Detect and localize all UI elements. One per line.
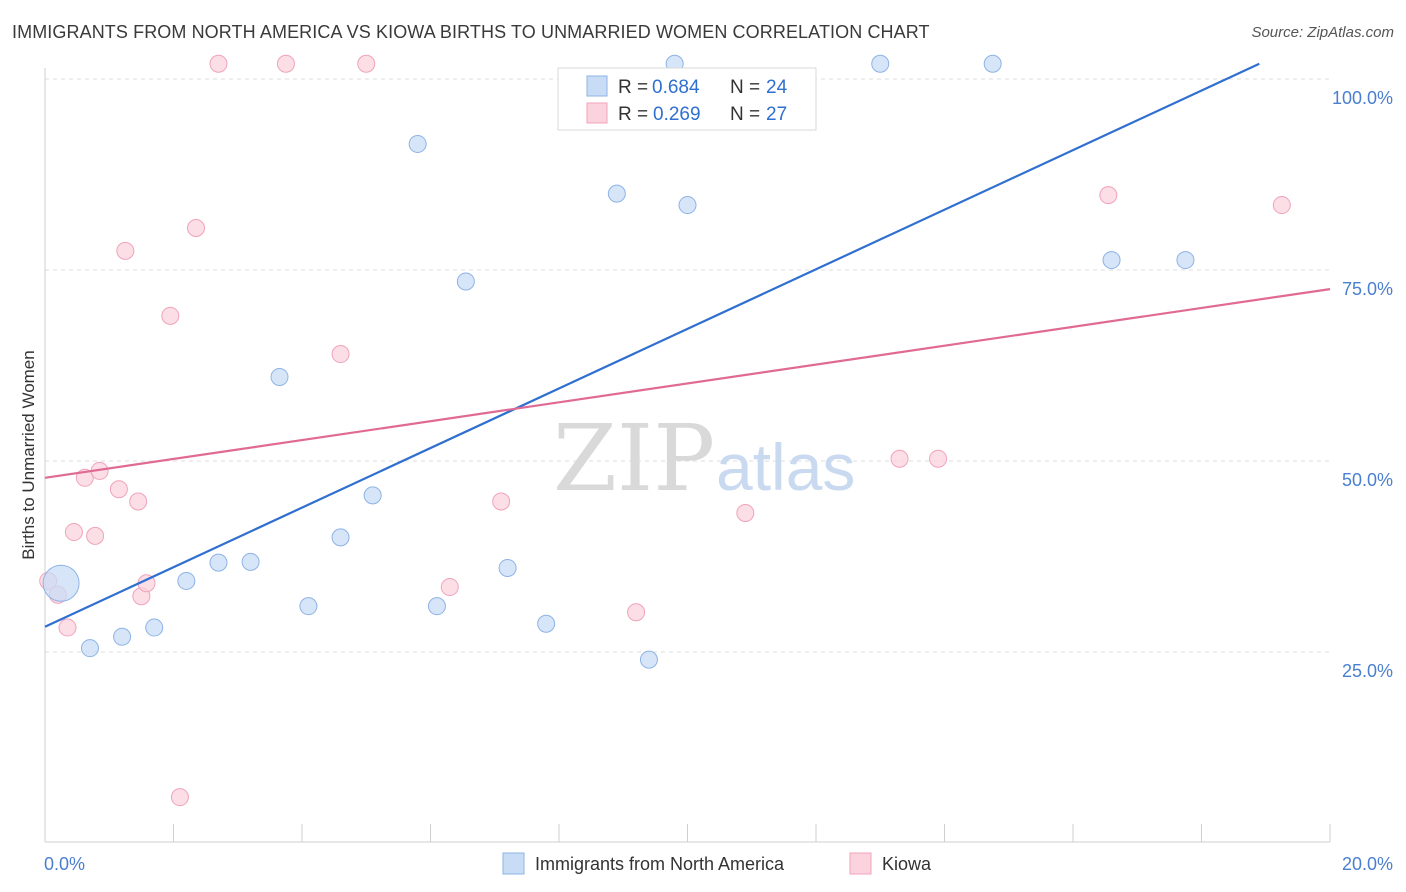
grid: [45, 78, 1330, 653]
y-tick-labels: 25.0% 50.0% 75.0% 100.0%: [1332, 88, 1393, 681]
data-point-immigrants: [80, 639, 99, 658]
data-point-kiowa: [186, 218, 205, 237]
data-point-kiowa: [890, 449, 909, 468]
x-tick-label: 20.0%: [1342, 854, 1393, 874]
chart-title: IMMIGRANTS FROM NORTH AMERICA VS KIOWA B…: [12, 22, 930, 42]
data-point-kiowa: [209, 54, 228, 73]
data-point-immigrants: [177, 571, 196, 590]
legend-r-value: 0.684: [652, 77, 700, 98]
y-tick-label: 25.0%: [1342, 661, 1393, 681]
trend-lines: [44, 62, 1331, 628]
data-point-immigrants: [871, 54, 890, 73]
data-point-kiowa: [1272, 196, 1291, 215]
data-point-kiowa: [331, 345, 350, 364]
series-immigrants-points: [42, 54, 1195, 669]
data-point-immigrants: [607, 184, 626, 203]
legend-box: R = 0.684 N = 24 R = 0.269 N = 27: [557, 67, 817, 131]
data-point-kiowa: [109, 480, 128, 499]
data-point-immigrants: [209, 553, 228, 572]
data-point-kiowa: [736, 503, 755, 522]
data-point-kiowa: [58, 618, 77, 637]
y-tick-label: 75.0%: [1342, 279, 1393, 299]
data-point-kiowa: [129, 492, 148, 511]
data-point-immigrants: [363, 486, 382, 505]
y-tick-label: 100.0%: [1332, 88, 1393, 108]
data-point-immigrants: [270, 367, 289, 386]
x-tick-labels: 0.0% 20.0%: [44, 854, 1393, 874]
data-point-immigrants: [241, 552, 260, 571]
data-point-immigrants: [42, 564, 80, 602]
data-point-kiowa: [492, 492, 511, 511]
data-point-immigrants: [678, 196, 697, 215]
data-point-immigrants: [427, 597, 446, 616]
bottom-legend: Immigrants from North America Kiowa: [502, 852, 932, 875]
legend-n-value: 24: [766, 77, 788, 98]
data-point-kiowa: [161, 306, 180, 325]
bottom-legend-swatch-kiowa: [849, 852, 872, 875]
trend-line-immigrants: [44, 62, 1260, 628]
data-point-kiowa: [170, 788, 189, 807]
data-point-kiowa: [276, 54, 295, 73]
data-point-immigrants: [145, 618, 164, 637]
legend-r-label: R =: [618, 77, 648, 98]
data-point-immigrants: [408, 134, 427, 153]
data-point-immigrants: [537, 614, 556, 633]
bottom-legend-label-immigrants: Immigrants from North America: [535, 854, 785, 874]
bottom-legend-swatch-immigrants: [502, 852, 525, 875]
data-point-immigrants: [113, 627, 132, 646]
legend-swatch-immigrants: [586, 75, 608, 97]
y-axis-title: Births to Unmarried Women: [19, 350, 38, 559]
legend-r-label: R =: [618, 104, 648, 125]
legend-n-label: N =: [730, 77, 760, 98]
chart-source: Source: ZipAtlas.com: [1251, 24, 1394, 41]
legend-n-value: 27: [766, 104, 787, 125]
axes: [44, 68, 1331, 843]
trend-line-kiowa: [44, 288, 1331, 479]
x-axis-ticks: [44, 824, 1331, 842]
bottom-legend-label-kiowa: Kiowa: [882, 854, 932, 874]
data-point-immigrants: [456, 272, 475, 291]
data-point-immigrants: [299, 597, 318, 616]
data-point-immigrants: [498, 558, 517, 577]
data-point-kiowa: [357, 54, 376, 73]
data-point-kiowa: [64, 523, 83, 542]
legend-swatch-kiowa: [586, 102, 608, 124]
data-point-immigrants: [1102, 251, 1121, 270]
data-point-kiowa: [929, 449, 948, 468]
watermark-zip: ZIP: [553, 405, 715, 512]
legend-n-label: N =: [730, 104, 760, 125]
data-point-kiowa: [627, 603, 646, 622]
watermark: ZIP atlas: [553, 405, 855, 512]
watermark-atlas: atlas: [716, 430, 855, 504]
data-point-kiowa: [116, 241, 135, 260]
data-point-immigrants: [983, 54, 1002, 73]
data-point-kiowa: [1099, 186, 1118, 205]
data-point-immigrants: [331, 528, 350, 547]
legend-r-value: 0.269: [653, 104, 701, 125]
data-point-kiowa: [440, 578, 459, 597]
y-tick-label: 50.0%: [1342, 470, 1393, 490]
data-point-kiowa: [86, 526, 105, 545]
data-point-immigrants: [639, 650, 658, 669]
data-point-immigrants: [1176, 251, 1195, 270]
x-tick-label: 0.0%: [44, 854, 85, 874]
